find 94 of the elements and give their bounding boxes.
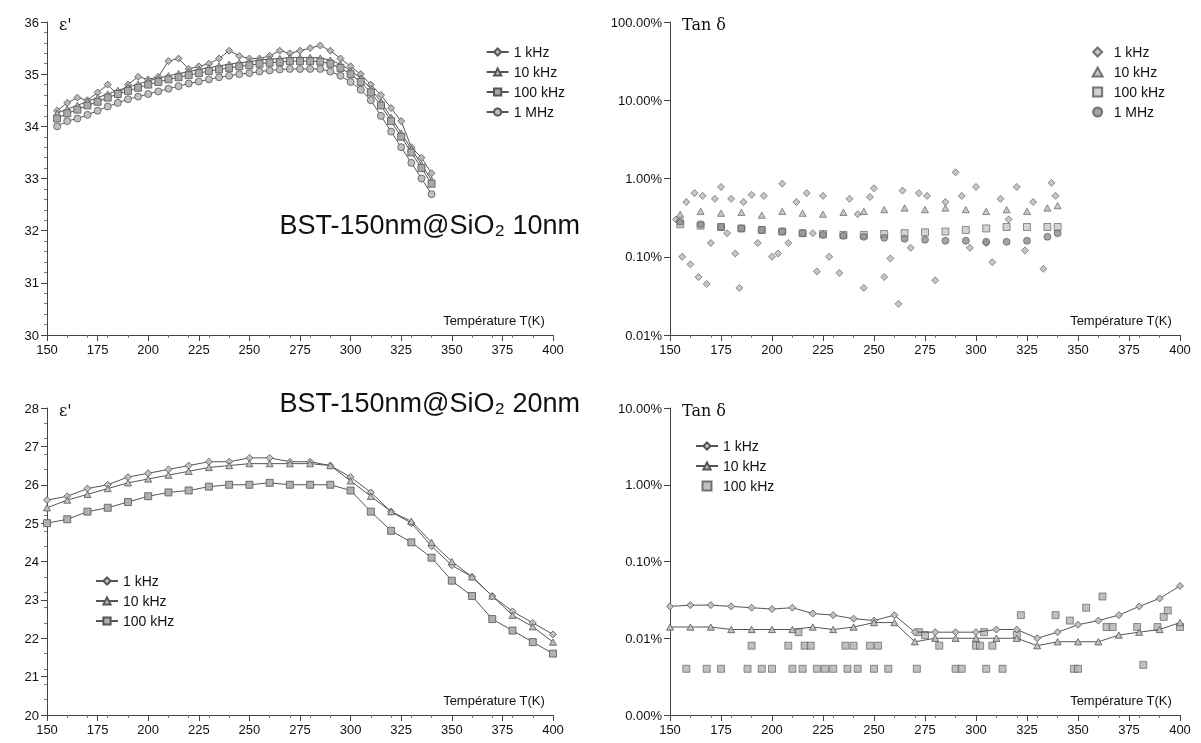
x-axis-title: Température T(K)	[443, 693, 545, 708]
y-axis-title: ε'	[59, 400, 72, 420]
x-tick-label: 400	[1169, 722, 1191, 737]
y-tick-label: 20	[24, 707, 39, 723]
x-tick-label: 175	[86, 722, 109, 737]
y-tick-label: 31	[24, 275, 39, 291]
y-tick-label: 25	[24, 515, 39, 531]
legend-label: 100 kHz	[513, 84, 565, 100]
y-tick-label: 27	[24, 438, 39, 454]
x-tick-label: 225	[187, 342, 210, 357]
x-tick-label: 325	[1016, 342, 1038, 357]
y-tick-label: 21	[24, 669, 39, 685]
x-axis-title: Température T(K)	[1070, 313, 1172, 328]
y-tick-label: 35	[24, 66, 39, 82]
x-tick-label: 325	[390, 342, 413, 357]
x-tick-label: 175	[710, 722, 732, 737]
legend-label: 10 kHz	[1113, 64, 1158, 80]
x-axis-title: Température T(K)	[443, 313, 545, 328]
x-tick-label: 150	[36, 342, 58, 357]
x-tick-label: 275	[914, 722, 936, 737]
x-tick-label: 200	[761, 342, 783, 357]
x-tick-label: 200	[137, 722, 160, 737]
x-tick-label: 350	[440, 342, 463, 357]
y-tick-label: 0.10%	[625, 554, 663, 569]
legend-label: 100 kHz	[123, 613, 175, 629]
x-tick-label: 225	[812, 722, 834, 737]
y-tick-label: 28	[24, 400, 39, 416]
y-tick-label: 1.00%	[625, 171, 663, 186]
x-tick-label: 225	[812, 342, 834, 357]
y-tick-label: 1.00%	[625, 477, 663, 493]
y-tick-label: 34	[24, 118, 39, 134]
x-tick-label: 325	[1016, 722, 1038, 737]
annotation: BST-150nm@SiO₂ 20nm	[279, 388, 580, 419]
x-tick-label: 200	[761, 722, 783, 737]
y-axis-title: Tan δ	[682, 400, 726, 420]
x-tick-label: 350	[440, 722, 463, 737]
y-axis-title: ε'	[59, 14, 72, 34]
y-tick-label: 0.10%	[625, 249, 663, 265]
y-tick-label: 24	[24, 554, 39, 569]
annotation: BST-150nm@SiO₂ 10nm	[279, 210, 580, 241]
legend-label: 10 kHz	[723, 458, 767, 474]
legend-label: 100 kHz	[723, 478, 775, 494]
x-axis-title: Température T(K)	[1070, 693, 1172, 708]
x-tick-label: 275	[289, 722, 311, 737]
x-tick-label: 200	[137, 342, 160, 357]
x-tick-label: 300	[965, 342, 987, 357]
x-tick-label: 175	[86, 342, 109, 357]
x-tick-label: 250	[863, 342, 885, 357]
y-tick-label: 10.00%	[617, 92, 663, 108]
legend-label: 1 kHz	[123, 573, 159, 589]
legend-label: 100 kHz	[1113, 84, 1165, 100]
x-tick-label: 275	[289, 342, 311, 357]
x-tick-label: 275	[914, 342, 936, 357]
x-tick-label: 325	[390, 722, 413, 737]
x-tick-label: 225	[187, 722, 210, 737]
y-tick-label: 0.01%	[625, 327, 663, 343]
x-tick-label: 375	[491, 722, 514, 737]
x-tick-label: 375	[491, 342, 514, 357]
x-tick-label: 150	[659, 342, 681, 357]
y-tick-label: 30	[24, 327, 39, 343]
x-tick-label: 400	[542, 722, 564, 737]
y-axis-title: Tan δ	[682, 14, 726, 34]
x-tick-label: 150	[36, 722, 58, 737]
x-tick-label: 150	[659, 722, 681, 737]
x-tick-label: 300	[965, 722, 987, 737]
legend-label: 1 kHz	[723, 438, 759, 454]
y-tick-label: 33	[24, 171, 39, 186]
legend-label: 10 kHz	[513, 64, 558, 80]
x-tick-label: 250	[238, 722, 261, 737]
x-tick-label: 375	[1118, 342, 1140, 357]
x-tick-label: 300	[339, 722, 362, 737]
y-tick-label: 36	[24, 14, 39, 30]
x-tick-label: 250	[238, 342, 261, 357]
legend-label: 10 kHz	[123, 593, 167, 609]
x-tick-label: 175	[710, 342, 732, 357]
legend-label: 1 kHz	[1113, 44, 1150, 60]
y-tick-label: 23	[24, 592, 39, 608]
x-tick-label: 300	[339, 342, 362, 357]
x-tick-label: 250	[863, 722, 885, 737]
y-tick-label: 22	[24, 630, 39, 646]
y-tick-label: 100.00%	[610, 14, 663, 30]
x-tick-label: 350	[1067, 722, 1089, 737]
legend-label: 1 MHz	[513, 104, 555, 120]
y-tick-label: 26	[24, 477, 39, 493]
x-tick-label: 350	[1067, 342, 1089, 357]
x-tick-label: 400	[1169, 342, 1191, 357]
x-tick-label: 375	[1118, 722, 1140, 737]
x-tick-label: 400	[542, 342, 564, 357]
y-tick-label: 32	[24, 223, 39, 239]
y-tick-label: 0.01%	[625, 630, 663, 646]
y-tick-label: 10.00%	[617, 400, 663, 416]
y-tick-label: 0.00%	[625, 707, 663, 723]
legend-label: 1 MHz	[1113, 104, 1155, 120]
legend-label: 1 kHz	[513, 44, 550, 60]
